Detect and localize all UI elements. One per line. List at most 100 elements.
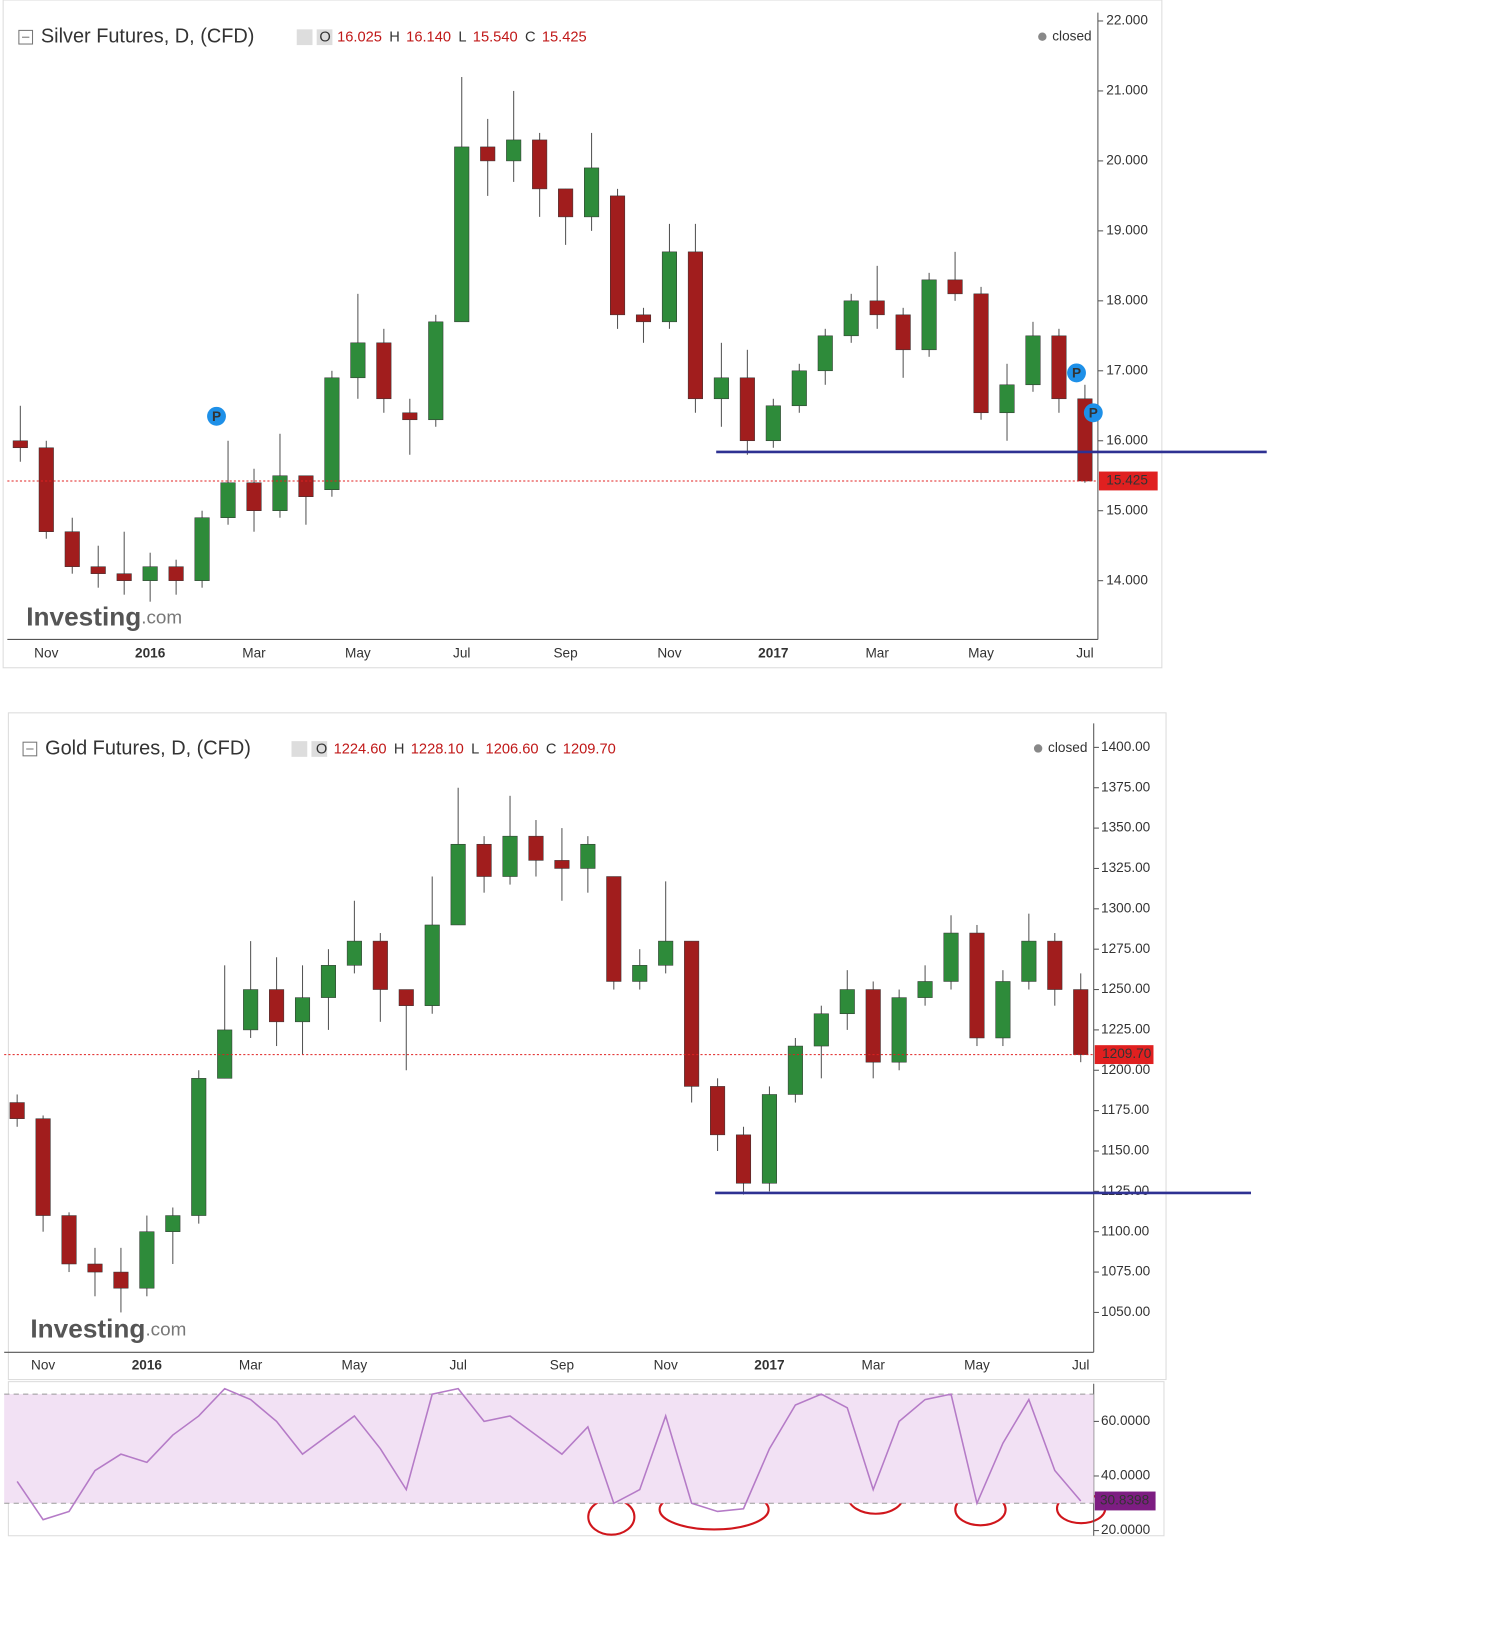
price-label-box [1098, 471, 1158, 491]
y-tick-label: 22.000 [1106, 13, 1148, 28]
candle-body [995, 981, 1011, 1039]
candle-body [739, 377, 755, 442]
candle-body [269, 989, 285, 1023]
candle-body [765, 405, 781, 442]
candle-body [921, 279, 937, 351]
x-tick-label: Nov [31, 1358, 55, 1373]
candle-body [917, 981, 933, 998]
watermark-brand: Investing [26, 601, 141, 631]
x-tick-label: Jul [453, 646, 470, 661]
x-tick-label: Nov [657, 646, 681, 661]
y-tick-label: 18.000 [1106, 292, 1148, 307]
chart-header: Gold Futures, D, (CFD) O 1224.60 H 1228.10 L 1… [45, 738, 616, 760]
pivot-marker-label: P [1089, 405, 1098, 420]
pivot-marker-label: P [212, 409, 221, 424]
candle-body [402, 412, 418, 421]
pivot-marker-label: P [1072, 366, 1081, 381]
y-tick-label: 1125.00 [1101, 1183, 1150, 1198]
candle-body [817, 335, 833, 372]
ohlc-value: 15.540 [473, 30, 518, 46]
candle-body [168, 566, 184, 581]
ohlc-value: 1224.60 [334, 741, 387, 757]
ohlc-label: L [471, 741, 479, 757]
y-tick-label: 1175.00 [1101, 1102, 1150, 1117]
candle-body [502, 835, 518, 877]
ohlc-label: C [546, 741, 557, 757]
settings-icon[interactable] [316, 29, 333, 46]
status-dot [1038, 32, 1047, 41]
candle-body [606, 876, 622, 982]
candle-body [658, 940, 674, 966]
gold-panel [7, 712, 1167, 1381]
y-tick-label: 17.000 [1106, 362, 1148, 377]
candle-body [761, 1094, 777, 1184]
x-tick-label: Sep [550, 1358, 574, 1373]
ohlc-value: 16.025 [337, 30, 382, 46]
candle-body [1051, 335, 1067, 400]
candle-body [1073, 989, 1089, 1055]
ohlc-label: O [316, 741, 327, 757]
candle-body [713, 377, 729, 400]
candle-body [843, 300, 859, 337]
y-tick-label: 19.000 [1106, 222, 1148, 237]
y-tick-label: 1225.00 [1101, 1021, 1151, 1036]
y-tick-label: 60.0000 [1101, 1413, 1151, 1428]
rsi-value-label: 30.8398 [1100, 1493, 1149, 1508]
candle-body [376, 342, 392, 400]
y-tick-label: 1400.00 [1101, 739, 1151, 754]
candle-body [943, 932, 959, 982]
settings-icon[interactable] [291, 741, 308, 757]
chart-header: Silver Futures, D, (CFD) O 16.025 H 16.140 L 1… [41, 26, 587, 48]
candle-body [947, 279, 963, 295]
x-tick-label: May [342, 1358, 368, 1373]
candle-body [813, 1013, 829, 1047]
candle-body [398, 989, 414, 1006]
x-tick-label: Mar [861, 1358, 885, 1373]
ohlc-value: 1228.10 [411, 741, 464, 757]
settings-icon[interactable] [311, 741, 328, 757]
settings-icon[interactable] [296, 29, 313, 46]
y-tick-label: 21.000 [1106, 83, 1148, 98]
candle-body [584, 167, 600, 218]
candle-body [865, 989, 881, 1063]
status: closed [1052, 28, 1091, 43]
candle-body [113, 1271, 129, 1289]
candle-body [450, 843, 466, 926]
y-tick-label: 16.000 [1106, 432, 1148, 447]
candle-body [35, 1118, 51, 1216]
candle-body [194, 517, 210, 581]
candle-body [480, 146, 496, 162]
ohlc-label: H [394, 741, 405, 757]
status-dot [1033, 744, 1043, 753]
y-tick-label: 1275.00 [1101, 941, 1151, 956]
collapse-icon[interactable] [18, 29, 34, 45]
candle-body [324, 377, 340, 490]
candle-body [142, 566, 158, 581]
y-tick-label: 15.000 [1106, 502, 1148, 517]
x-tick-label: Mar [242, 646, 266, 661]
ohlc-label: C [525, 30, 536, 46]
x-tick-label: Nov [654, 1358, 678, 1373]
candle-body [116, 573, 132, 581]
ohlc-label: L [458, 30, 466, 46]
candle-body [346, 940, 362, 966]
candle-body [165, 1215, 181, 1232]
x-tick-label: Jul [1076, 646, 1093, 661]
y-tick-label: 1200.00 [1101, 1062, 1151, 1077]
y-tick-label: 14.000 [1106, 572, 1148, 587]
candle-body [246, 482, 262, 511]
watermark-domain: .com [141, 606, 182, 627]
y-tick-label: 40.0000 [1101, 1468, 1151, 1483]
candle-body [791, 370, 807, 407]
watermark: Investing.com [30, 1313, 186, 1343]
candle-body [64, 531, 80, 567]
x-tick-label: Jul [1072, 1358, 1089, 1373]
candle-body [969, 932, 985, 1039]
pivot-marker [1067, 363, 1086, 383]
candle-body [294, 997, 311, 1023]
y-tick-label: 1050.00 [1101, 1304, 1151, 1319]
candle-body [632, 965, 648, 982]
candle-body [454, 146, 470, 323]
collapse-icon[interactable] [22, 741, 38, 757]
